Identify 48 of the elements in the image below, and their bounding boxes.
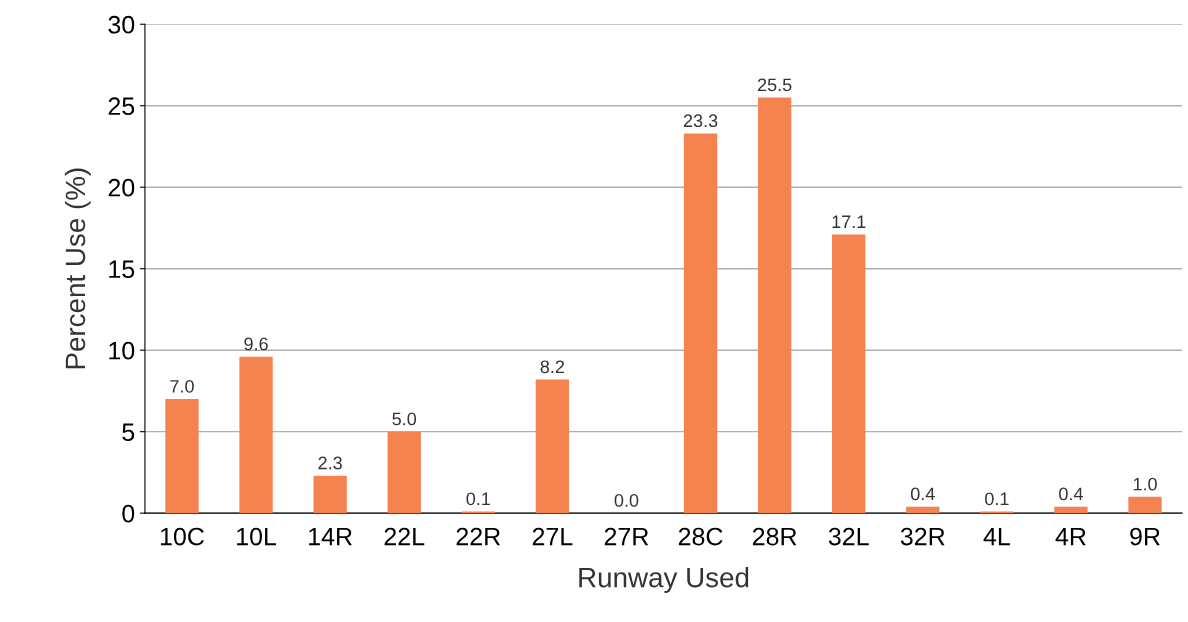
y-tick-label: 5: [122, 423, 135, 441]
x-tick-label: 27L: [532, 527, 573, 546]
bar: [165, 399, 199, 514]
data-label: 9.6: [244, 337, 268, 351]
bar: [757, 97, 792, 514]
x-tick-label: 32L: [828, 527, 869, 546]
data-label: 8.2: [540, 360, 565, 374]
y-tick-label: 10: [109, 341, 135, 360]
data-label: 7.0: [170, 379, 194, 393]
data-label: 1.0: [1133, 477, 1157, 491]
data-label: 5.0: [392, 412, 417, 426]
x-tick-label: 10C: [160, 527, 204, 546]
x-tick-label: 14R: [309, 527, 352, 546]
bar: [906, 506, 940, 514]
data-label: 0.0: [614, 494, 639, 507]
bar: [1128, 496, 1162, 514]
bar: [683, 133, 718, 514]
data-label: 0.1: [466, 492, 490, 506]
x-tick-label: 9R: [1130, 527, 1160, 546]
data-label: 23.3: [683, 114, 718, 128]
bar: [535, 379, 570, 514]
x-axis-title: Runway Used: [579, 567, 749, 593]
y-axis-title: Percent Use (%): [64, 168, 91, 369]
x-tick-label: 22R: [456, 527, 501, 546]
data-label: 0.4: [910, 487, 935, 501]
data-label: 2.3: [318, 456, 342, 470]
bar: [387, 431, 421, 514]
y-tick-label: 0: [122, 504, 135, 523]
bar: [1054, 506, 1088, 514]
y-tick-label: 25: [108, 97, 135, 116]
x-tick-label: 27R: [604, 527, 649, 546]
y-tick-label: 20: [108, 178, 135, 197]
data-label: 25.5: [757, 78, 792, 92]
data-label: 17.1: [832, 215, 866, 228]
y-tick-label: 15: [109, 260, 135, 279]
x-tick-label: 4R: [1055, 527, 1086, 546]
data-label: 0.1: [985, 492, 1009, 506]
x-tick-label: 28C: [678, 527, 723, 546]
x-tick-label: 28R: [752, 527, 797, 546]
data-label: 0.4: [1059, 487, 1083, 501]
x-tick-label: 10L: [237, 527, 277, 546]
x-tick-label: 4L: [983, 527, 1010, 546]
bar: [313, 475, 347, 514]
x-tick-label: 32R: [900, 527, 945, 546]
x-tick-label: 22L: [384, 527, 425, 546]
y-tick-label: 30: [108, 15, 135, 34]
bar: [832, 234, 866, 514]
bar: [239, 356, 273, 514]
